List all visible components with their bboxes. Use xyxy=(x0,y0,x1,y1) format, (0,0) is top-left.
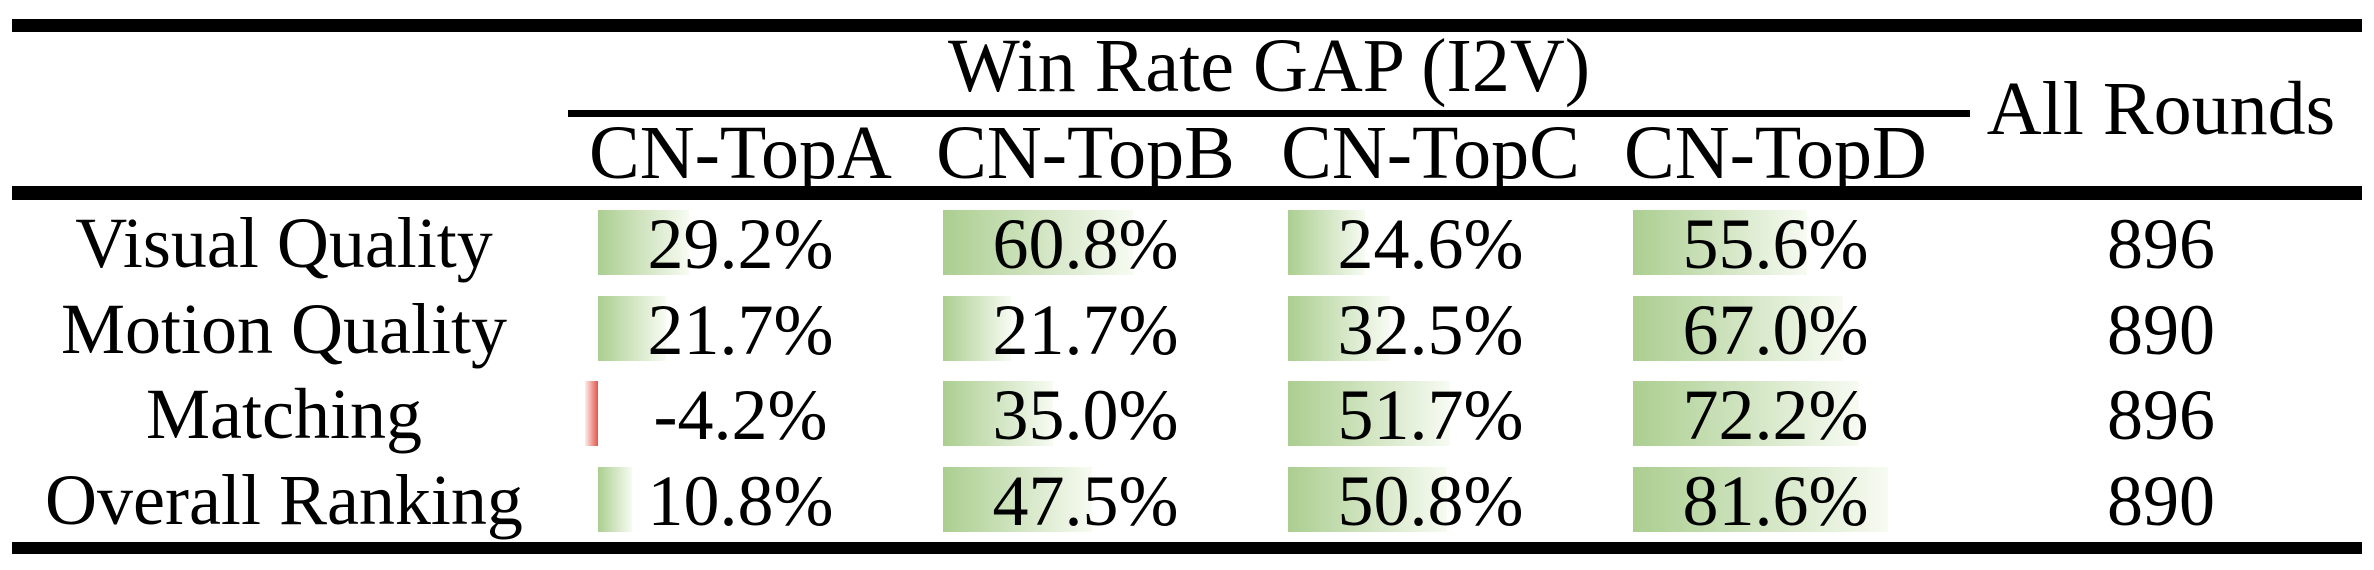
cell-value: 21.7% xyxy=(647,289,834,370)
data-bar xyxy=(1633,466,1889,532)
table-span-title: Win Rate GAP (I2V) xyxy=(947,24,1591,108)
data-bar-negative xyxy=(584,381,598,446)
table-bottom-rule xyxy=(12,542,2362,554)
column-header-cn-topa: CN-TopA xyxy=(589,111,892,195)
table-cell: 35.0% xyxy=(913,371,1258,457)
cell-value: 10.8% xyxy=(647,460,834,541)
cell-value: 32.5% xyxy=(1337,289,1524,370)
span-title-underline-rule xyxy=(568,110,1970,117)
table-cell: 55.6% xyxy=(1603,200,1948,286)
data-bar xyxy=(1633,381,1859,446)
table-cell: 29.2% xyxy=(568,200,913,286)
data-bar xyxy=(943,210,1134,275)
data-bar xyxy=(1288,210,1365,275)
cell-value: 81.6% xyxy=(1682,460,1869,541)
table-cell: 32.5% xyxy=(1258,286,1603,372)
all-rounds-value: 896 xyxy=(2107,375,2215,455)
cell-value: 35.0% xyxy=(992,375,1179,455)
row-label: Motion Quality xyxy=(61,288,507,369)
all-rounds-value: 896 xyxy=(2107,204,2215,284)
cell-value: 67.0% xyxy=(1682,289,1869,370)
data-bar xyxy=(598,210,690,275)
header-bottom-rule xyxy=(12,186,2362,200)
data-bar xyxy=(598,466,632,532)
data-bar xyxy=(943,466,1092,532)
all-rounds-value: 890 xyxy=(2107,289,2215,370)
table-cell: 81.6% xyxy=(1603,457,1948,543)
column-header-cn-topb: CN-TopB xyxy=(936,111,1235,195)
cell-value: 24.6% xyxy=(1337,204,1524,284)
row-label: Matching xyxy=(146,374,422,454)
column-header-row: CN-TopA CN-TopB CN-TopC CN-TopD xyxy=(568,111,1948,195)
cell-value: 55.6% xyxy=(1682,204,1869,284)
data-bar xyxy=(1288,295,1390,361)
cell-value: 51.7% xyxy=(1337,375,1524,455)
data-bar xyxy=(943,295,1011,361)
table-cell: 47.5% xyxy=(913,457,1258,543)
column-header-cn-topd: CN-TopD xyxy=(1624,111,1927,195)
cell-value: 47.5% xyxy=(992,460,1179,541)
data-bar xyxy=(1288,466,1447,532)
column-header-cn-topc: CN-TopC xyxy=(1281,111,1580,195)
data-bar xyxy=(1633,295,1843,361)
table-cell: 10.8% xyxy=(568,457,913,543)
table-cell: 60.8% xyxy=(913,200,1258,286)
table-cell: 72.2% xyxy=(1603,371,1948,457)
data-bar xyxy=(943,381,1053,446)
cell-value: -4.2% xyxy=(653,375,828,455)
table-cell: 51.7% xyxy=(1258,371,1603,457)
all-rounds-value: 890 xyxy=(2107,460,2215,541)
table-cell: 67.0% xyxy=(1603,286,1948,372)
cell-value: 60.8% xyxy=(992,204,1179,284)
table-body: Visual Quality 29.2% 60.8% 24.6% 55.6% 8… xyxy=(0,200,2374,542)
data-bar xyxy=(598,295,666,361)
table-row-visual-quality: Visual Quality 29.2% 60.8% 24.6% 55.6% 8… xyxy=(0,200,2374,286)
table-cell: 21.7% xyxy=(568,286,913,372)
cell-value: 50.8% xyxy=(1337,460,1524,541)
table-cell: -4.2% xyxy=(568,371,913,457)
cell-value: 29.2% xyxy=(647,204,834,284)
table-row-motion-quality: Motion Quality 21.7% 21.7% 32.5% 67.0% 8… xyxy=(0,286,2374,372)
table-top-rule xyxy=(12,19,2362,32)
table-cell: 24.6% xyxy=(1258,200,1603,286)
column-header-all-rounds: All Rounds xyxy=(1986,67,2336,151)
table-cell: 50.8% xyxy=(1258,457,1603,543)
data-bar xyxy=(1633,210,1808,275)
table-row-overall-ranking: Overall Ranking 10.8% 47.5% 50.8% 81.6% … xyxy=(0,457,2374,543)
row-label: Overall Ranking xyxy=(45,459,523,540)
table-cell: 21.7% xyxy=(913,286,1258,372)
table-row-matching: Matching -4.2% 35.0% 51.7% 72.2% 896 xyxy=(0,371,2374,457)
cell-value: 21.7% xyxy=(992,289,1179,370)
cell-value: 72.2% xyxy=(1682,375,1869,455)
row-label: Visual Quality xyxy=(75,203,493,283)
data-bar xyxy=(1288,381,1450,446)
